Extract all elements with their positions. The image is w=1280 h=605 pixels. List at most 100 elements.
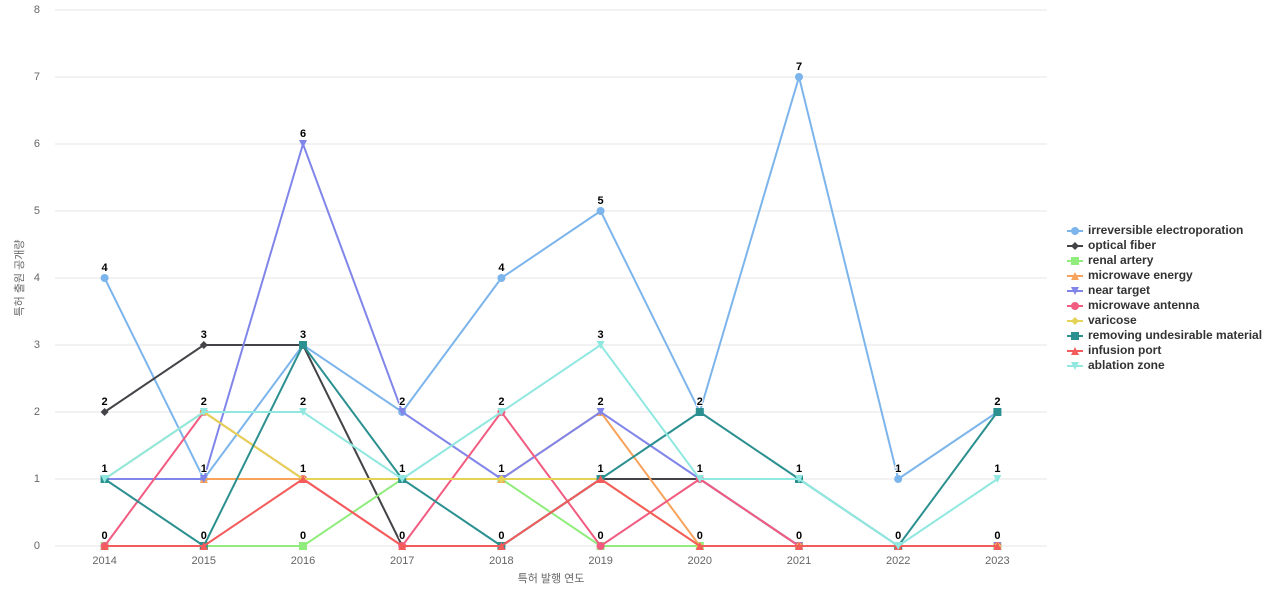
- x-tick-label: 2018: [489, 555, 513, 567]
- y-tick-label: 1: [34, 473, 40, 485]
- data-label: 0: [399, 530, 405, 542]
- x-axis-title: 특허 발행 연도: [518, 572, 585, 585]
- marker: [199, 475, 208, 483]
- series-line: [104, 477, 998, 547]
- legend-item[interactable]: renal artery: [1067, 253, 1154, 267]
- y-tick-label: 0: [34, 540, 40, 552]
- legend-item[interactable]: irreversible electroporation: [1067, 223, 1243, 237]
- marker: [299, 542, 307, 550]
- marker: [894, 542, 903, 550]
- data-label: 0: [895, 530, 901, 542]
- data-label: 0: [697, 530, 703, 542]
- legend-label: removing undesirable material: [1088, 328, 1262, 342]
- data-label: 2: [300, 396, 306, 408]
- marker: [695, 475, 704, 483]
- data-label: 1: [300, 463, 306, 475]
- legend-label: infusion port: [1088, 343, 1161, 357]
- marker: [1071, 317, 1079, 325]
- x-tick-label: 2021: [787, 555, 811, 567]
- legend-item[interactable]: microwave energy: [1067, 268, 1193, 282]
- data-label: 0: [598, 530, 604, 542]
- data-label: 1: [697, 463, 703, 475]
- data-label: 1: [399, 463, 405, 475]
- data-label: 2: [697, 396, 703, 408]
- legend-item[interactable]: microwave antenna: [1067, 298, 1200, 312]
- y-tick-label: 3: [34, 339, 40, 351]
- y-tick-label: 4: [34, 272, 40, 284]
- series: [100, 341, 1002, 550]
- marker: [100, 274, 109, 282]
- y-tick-label: 2: [34, 406, 40, 418]
- marker: [299, 341, 307, 349]
- x-tick-label: 2016: [291, 555, 315, 567]
- data-label: 1: [895, 463, 901, 475]
- x-tick-label: 2017: [390, 555, 414, 567]
- data-label: 2: [201, 396, 207, 408]
- x-tick-label: 2023: [985, 555, 1009, 567]
- legend-label: ablation zone: [1088, 358, 1165, 372]
- data-label: 1: [796, 463, 802, 475]
- x-tick-label: 2014: [92, 555, 116, 567]
- data-label: 1: [201, 463, 207, 475]
- marker: [1071, 242, 1079, 250]
- marker: [497, 475, 506, 483]
- marker: [299, 140, 307, 148]
- data-label: 0: [796, 530, 802, 542]
- data-label: 4: [498, 262, 505, 274]
- x-tick-label: 2015: [192, 555, 216, 567]
- legend-item[interactable]: varicose: [1067, 313, 1137, 327]
- marker: [299, 475, 307, 483]
- marker: [100, 542, 109, 550]
- legend-label: irreversible electroporation: [1088, 223, 1243, 237]
- y-tick-label: 5: [34, 205, 40, 217]
- marker: [1071, 332, 1079, 340]
- legend-item[interactable]: removing undesirable material: [1067, 328, 1262, 342]
- marker: [199, 542, 208, 550]
- data-label: 5: [598, 195, 604, 207]
- marker: [199, 341, 208, 349]
- marker: [1071, 287, 1079, 295]
- marker: [993, 408, 1002, 416]
- marker: [398, 542, 407, 550]
- legend-item[interactable]: infusion port: [1067, 343, 1161, 357]
- y-tick-label: 8: [34, 4, 40, 16]
- marker: [497, 274, 506, 282]
- marker: [1071, 362, 1079, 370]
- marker: [795, 475, 803, 483]
- legend-label: renal artery: [1088, 253, 1154, 267]
- x-tick-label: 2019: [588, 555, 612, 567]
- legend-item[interactable]: near target: [1067, 283, 1150, 297]
- marker: [398, 475, 407, 483]
- marker: [1071, 227, 1079, 235]
- marker: [993, 475, 1002, 483]
- legend-item[interactable]: ablation zone: [1067, 358, 1165, 372]
- y-axis-title: 특허 출원 공개량: [13, 240, 26, 317]
- data-label: 1: [498, 463, 504, 475]
- marker: [795, 542, 803, 550]
- marker: [1071, 347, 1079, 355]
- data-label: 7: [796, 61, 802, 73]
- marker: [100, 408, 109, 416]
- marker: [695, 408, 704, 416]
- data-label: 2: [994, 396, 1000, 408]
- data-label: 1: [994, 463, 1000, 475]
- marker: [596, 408, 605, 416]
- legend-label: varicose: [1088, 313, 1137, 327]
- data-label: 1: [102, 463, 108, 475]
- marker: [398, 408, 407, 416]
- x-tick-label: 2020: [688, 555, 712, 567]
- data-label: 2: [399, 396, 405, 408]
- marker: [993, 542, 1002, 550]
- legend-item[interactable]: optical fiber: [1067, 238, 1156, 252]
- data-label: 6: [300, 128, 306, 140]
- marker: [596, 475, 605, 483]
- marker: [497, 542, 506, 550]
- data-label: 4: [102, 262, 109, 274]
- legend-label: optical fiber: [1088, 238, 1156, 252]
- series: [100, 475, 1002, 550]
- data-label: 0: [300, 530, 306, 542]
- data-label: 2: [598, 396, 604, 408]
- data-label: 3: [598, 329, 604, 341]
- marker: [695, 542, 704, 550]
